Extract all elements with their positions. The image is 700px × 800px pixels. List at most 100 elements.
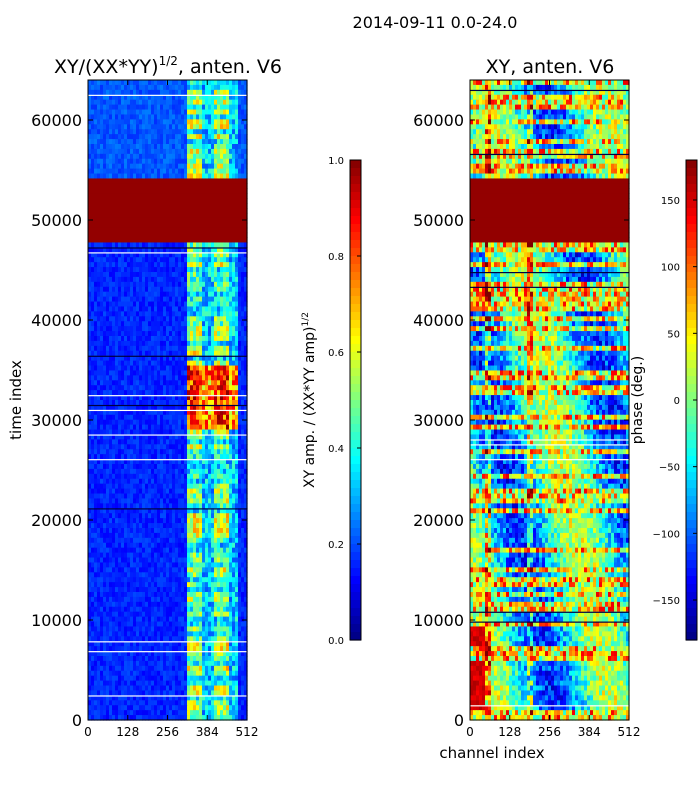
heatmap-cell — [244, 227, 248, 234]
heatmap-cell — [181, 134, 185, 140]
heatmap-cell — [235, 109, 239, 116]
heatmap-cell — [130, 80, 134, 86]
heatmap-cell — [163, 217, 167, 224]
heatmap-cell — [223, 153, 227, 160]
heatmap-cell — [187, 144, 191, 150]
heatmap-cell — [238, 237, 242, 244]
heatmap-cell — [244, 208, 248, 214]
heatmap-cell — [118, 217, 122, 224]
heatmap-cell — [103, 237, 107, 244]
heatmap-cell — [214, 109, 218, 116]
heatmap-cell — [202, 144, 206, 150]
heatmap-cell — [217, 222, 221, 229]
heatmap-cell — [154, 104, 158, 111]
heatmap-cell — [118, 163, 122, 170]
heatmap-cell — [235, 208, 239, 214]
heatmap-cell — [196, 139, 200, 145]
heatmap-cell — [133, 242, 137, 248]
heatmap-cell — [130, 144, 134, 150]
heatmap-cell — [130, 212, 134, 219]
heatmap-cell — [163, 198, 167, 204]
heatmap-cell — [133, 99, 137, 106]
heatmap-cell — [196, 99, 200, 106]
heatmap-cell — [211, 198, 215, 204]
heatmap-cell — [157, 99, 161, 106]
heatmap-cell — [109, 173, 113, 180]
heatmap-cell — [115, 237, 119, 244]
heatmap-cell — [142, 222, 146, 229]
heatmap-cell — [139, 80, 143, 86]
heatmap-cell — [232, 148, 236, 155]
heatmap-cell — [199, 89, 203, 96]
heatmap-cell — [169, 144, 173, 150]
heatmap-cell — [88, 129, 92, 135]
heatmap-cell — [166, 237, 170, 244]
heatmap-cell — [106, 104, 110, 111]
heatmap-cell — [238, 84, 242, 91]
heatmap-cell — [190, 203, 194, 209]
heatmap-cell — [202, 89, 206, 96]
heatmap-cell — [172, 94, 176, 101]
heatmap-cell — [100, 89, 104, 96]
heatmap-cell — [145, 242, 149, 248]
heatmap-cell — [175, 129, 179, 135]
heatmap-cell — [97, 104, 101, 111]
heatmap-cell — [235, 158, 239, 165]
heatmap-cell — [181, 203, 185, 209]
heatmap-cell — [139, 247, 143, 253]
heatmap-cell — [172, 153, 176, 160]
heatmap-cell — [205, 134, 209, 140]
heatmap-cell — [106, 109, 110, 116]
heatmap-cell — [94, 178, 98, 184]
heatmap-cell — [109, 144, 113, 150]
heatmap-cell — [142, 158, 146, 165]
heatmap-cell — [235, 153, 239, 160]
heatmap-cell — [184, 212, 188, 219]
heatmap-cell — [148, 217, 152, 224]
heatmap-cell — [208, 203, 212, 209]
heatmap-cell — [103, 183, 107, 189]
heatmap-cell — [187, 134, 191, 140]
heatmap-cell — [214, 178, 218, 184]
heatmap-cell — [217, 104, 221, 111]
heatmap-cell — [163, 104, 167, 111]
heatmap-cell — [106, 193, 110, 199]
heatmap-cell — [103, 242, 107, 248]
heatmap-cell — [136, 173, 140, 180]
heatmap-cell — [151, 114, 155, 120]
heatmap-cell — [115, 188, 119, 194]
heatmap-cell — [157, 148, 161, 155]
heatmap-cell — [166, 104, 170, 111]
heatmap-cell — [118, 193, 122, 199]
heatmap-cell — [166, 153, 170, 160]
heatmap-cell — [145, 158, 149, 165]
heatmap-cell — [193, 80, 197, 86]
heatmap-cell — [175, 153, 179, 160]
heatmap-cell — [154, 188, 158, 194]
heatmap-cell — [178, 84, 182, 91]
heatmap-cell — [139, 237, 143, 244]
heatmap-cell — [106, 178, 110, 184]
heatmap-cell — [109, 153, 113, 160]
heatmap-cell — [100, 163, 104, 170]
heatmap-cell — [142, 203, 146, 209]
heatmap-cell — [160, 124, 164, 130]
heatmap-cell — [127, 193, 131, 199]
heatmap-cell — [160, 222, 164, 229]
heatmap-cell — [160, 104, 164, 111]
heatmap-cell — [208, 212, 212, 219]
heatmap-cell — [184, 119, 188, 125]
heatmap-cell — [97, 129, 101, 135]
heatmap-cell — [94, 129, 98, 135]
heatmap-cell — [226, 109, 230, 116]
heatmap-cell — [241, 109, 245, 116]
heatmap-cell — [127, 104, 131, 111]
heatmap-cell — [94, 232, 98, 239]
heatmap-cell — [112, 114, 116, 120]
heatmap-cell — [130, 247, 134, 253]
heatmap-cell — [115, 94, 119, 101]
heatmap-cell — [160, 178, 164, 184]
heatmap-cell — [124, 158, 128, 165]
heatmap-cell — [112, 208, 116, 214]
heatmap-cell — [100, 158, 104, 165]
